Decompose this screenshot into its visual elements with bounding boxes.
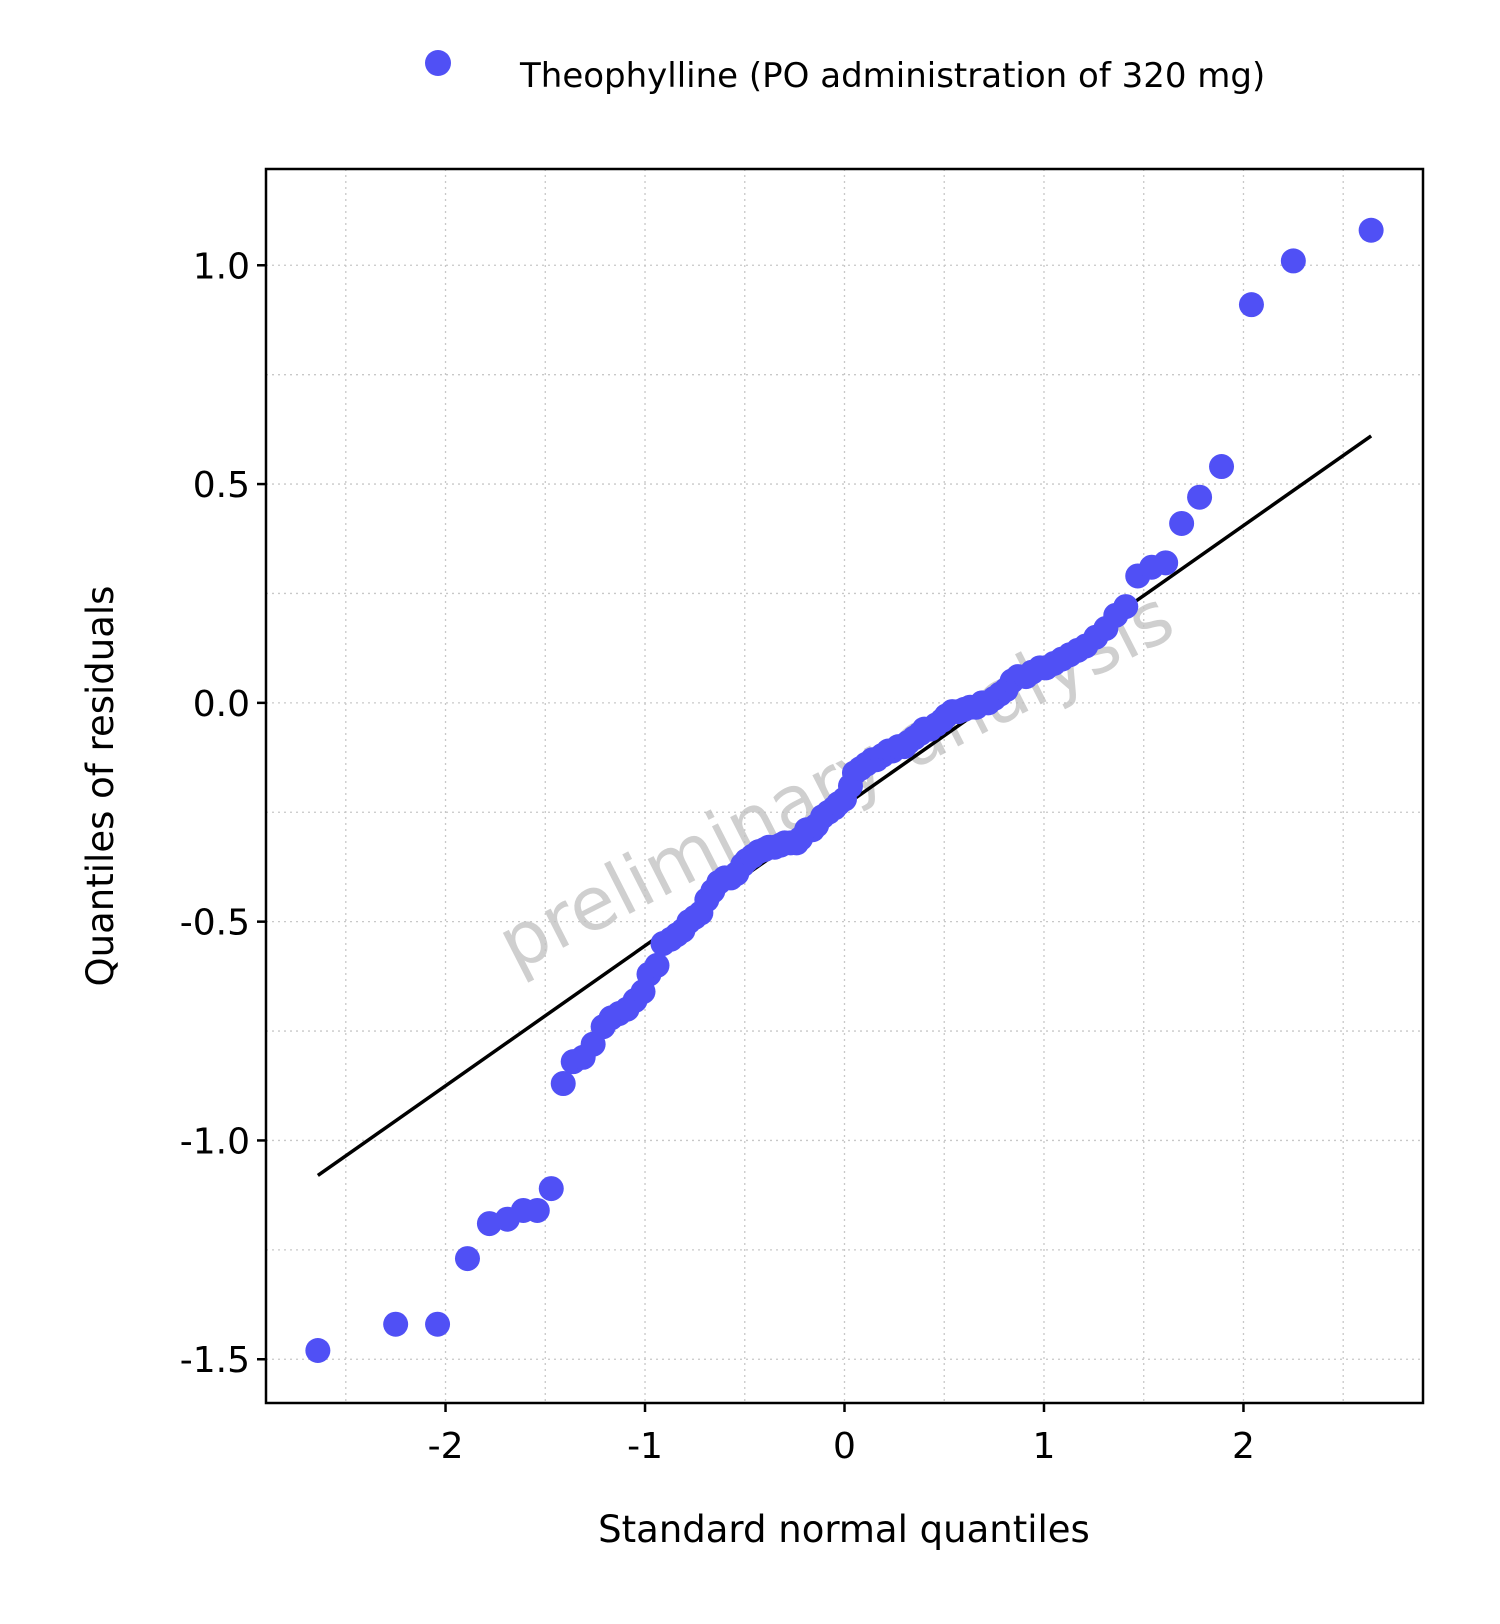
data-point	[454, 1246, 480, 1272]
data-point	[524, 1197, 550, 1223]
x-axis: -2 -1 0 1 2	[428, 1403, 1255, 1467]
data-point	[383, 1311, 409, 1337]
data-point	[1113, 594, 1139, 620]
data-point	[1209, 454, 1235, 480]
data-point	[425, 1311, 451, 1337]
y-tick-label: -1.5	[180, 1340, 250, 1381]
data-point	[1358, 217, 1384, 243]
data-point	[305, 1337, 331, 1363]
y-tick-label: -0.5	[180, 903, 250, 944]
data-point	[538, 1176, 564, 1202]
x-tick-label: 0	[833, 1426, 856, 1467]
y-tick-label: 0.0	[193, 684, 250, 725]
data-point	[644, 952, 670, 978]
legend: Theophylline (PO administration of 320 m…	[425, 50, 1265, 96]
data-point	[1187, 484, 1213, 510]
x-tick-label: 1	[1033, 1426, 1056, 1467]
y-tick-label: -1.0	[180, 1121, 250, 1162]
y-axis-title: Quantiles of residuals	[79, 586, 122, 987]
x-axis-title: Standard normal quantiles	[598, 1508, 1090, 1551]
y-tick-label: 1.0	[193, 246, 250, 287]
data-point	[1153, 550, 1179, 576]
x-tick-label: -1	[627, 1426, 663, 1467]
legend-label-theophylline: Theophylline (PO administration of 320 m…	[519, 56, 1265, 96]
data-point	[1169, 510, 1195, 536]
y-tick-label: 0.5	[193, 465, 250, 506]
legend-marker	[425, 50, 451, 76]
data-points	[305, 217, 1384, 1363]
grid	[266, 169, 1423, 1403]
data-point	[1238, 292, 1264, 318]
x-tick-label: 2	[1232, 1426, 1255, 1467]
data-point	[1280, 248, 1306, 274]
x-tick-label: -2	[428, 1426, 464, 1467]
data-point	[550, 1071, 576, 1097]
y-axis: 1.0 0.5 0.0 -0.5 -1.0 -1.5	[180, 246, 266, 1381]
